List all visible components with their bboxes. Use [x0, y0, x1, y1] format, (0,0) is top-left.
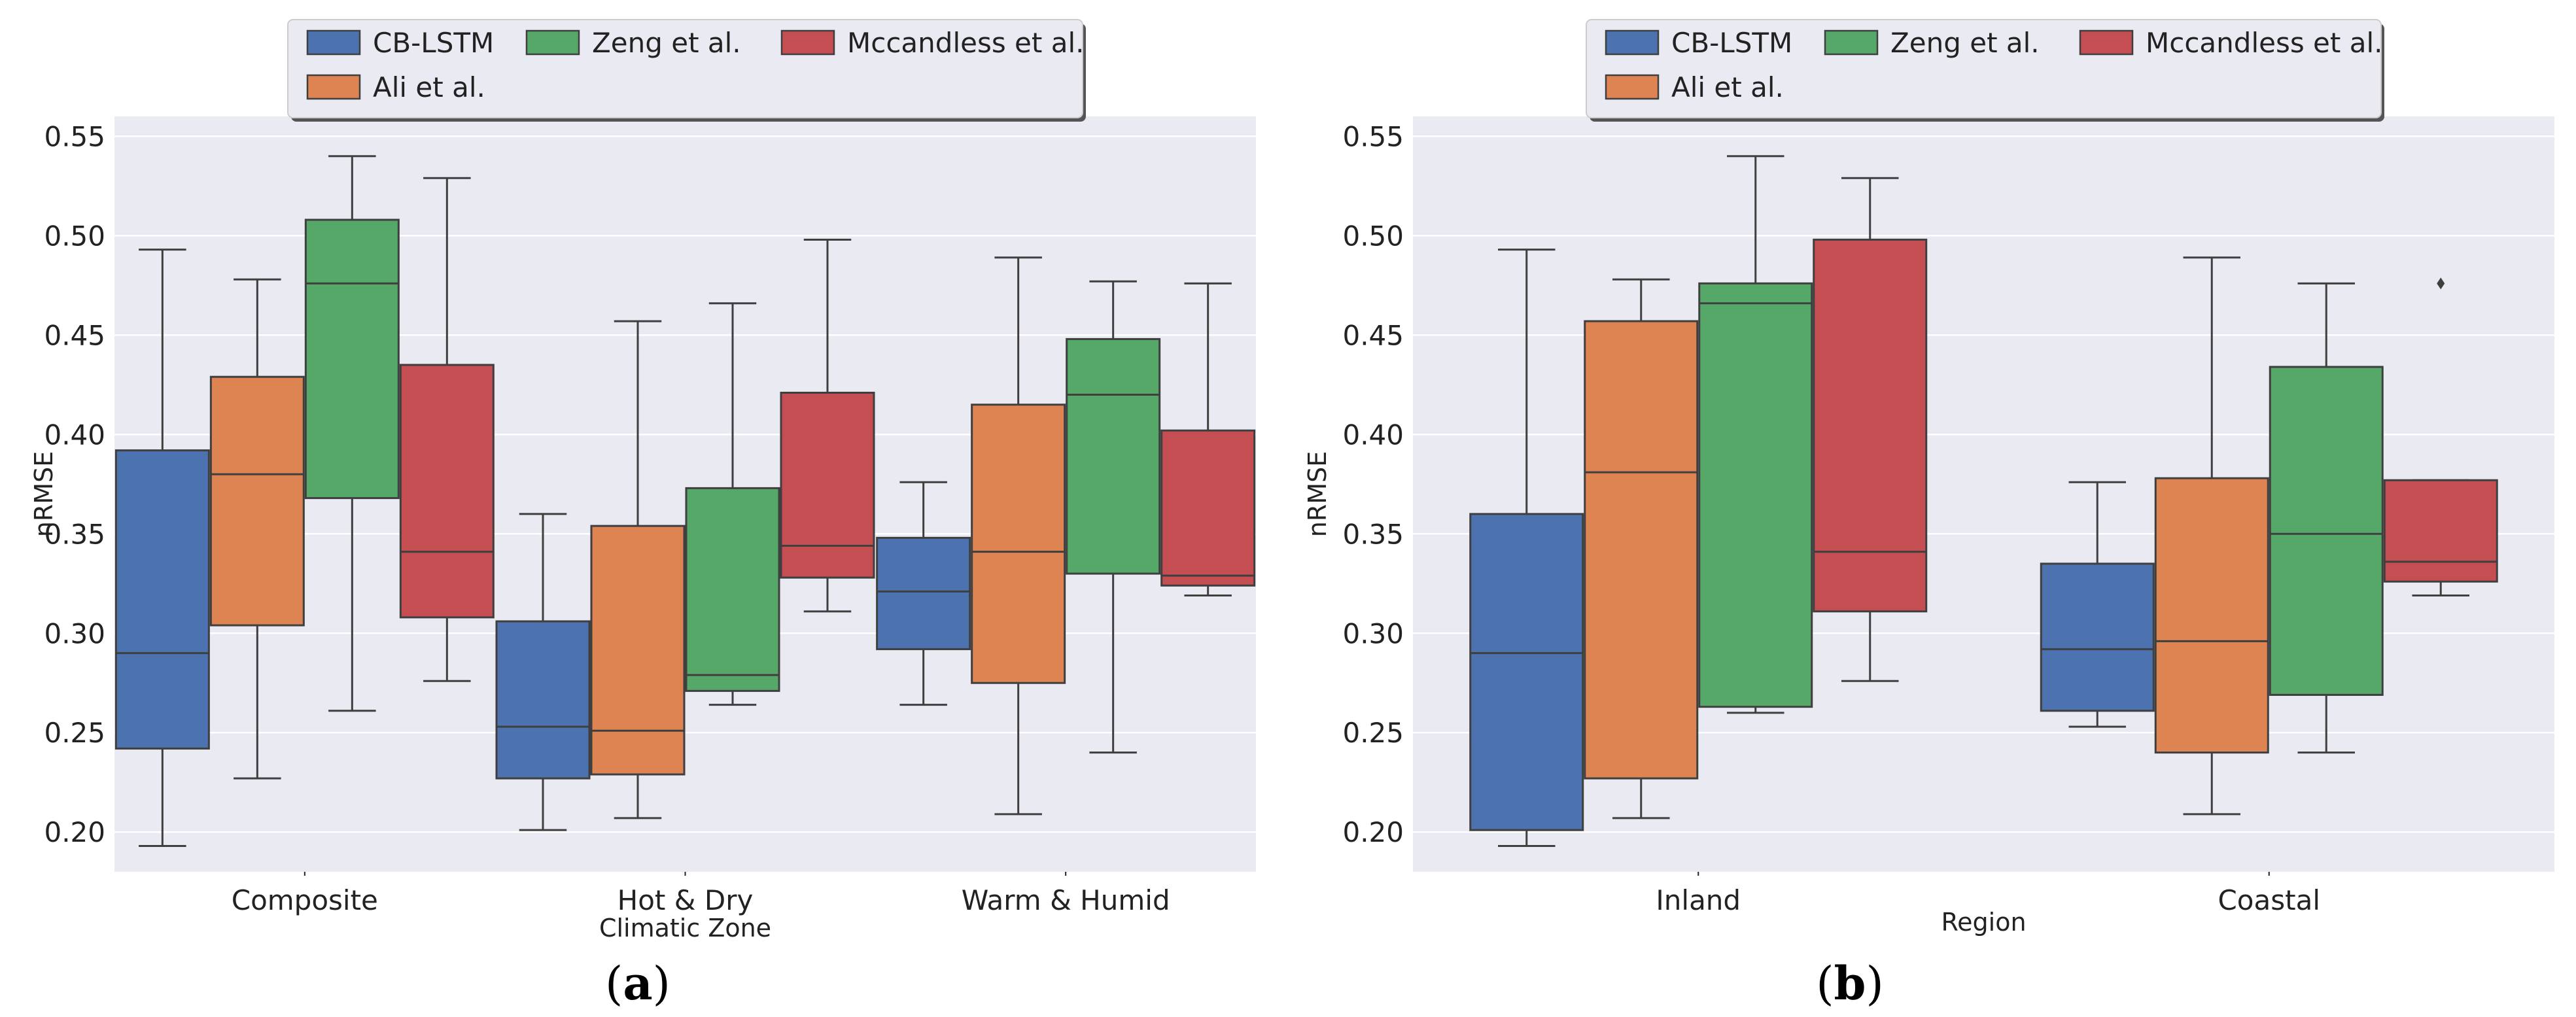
box-body: [2154, 477, 2269, 754]
box-body: [685, 487, 780, 692]
box-ali-et-al-coastal: [2154, 256, 2269, 816]
box-zeng-et-al-inland: [1698, 155, 1813, 714]
panel-a: 0.20 0.25 0.30 0.35 0.40 0.45 0.50 0.55 nRMSE Com…: [29, 19, 1256, 1010]
box-cb-lstm-hot-dry: [495, 513, 591, 831]
panel-label-letter: b: [1834, 956, 1866, 1010]
y-axis-label: nRMSE: [29, 451, 58, 537]
x-tick-label: Composite: [232, 884, 378, 916]
box-zeng-et-al-coastal: [2269, 282, 2384, 754]
box-body: [590, 525, 686, 776]
box-body: [1813, 238, 1928, 613]
y-axis-label: nRMSE: [1303, 451, 1332, 537]
panel-label-close: ): [1866, 957, 1883, 1010]
x-tick-label: Hot & Dry: [618, 884, 754, 916]
x-tick-label: Coastal: [2218, 884, 2320, 916]
y-tick-label: 0.20: [44, 816, 105, 848]
legend-label-mccandless-et-al: Mccandless et al.: [2146, 27, 2382, 59]
y-tick-label: 0.35: [1342, 518, 1404, 550]
box-zeng-et-al-composite: [304, 155, 400, 712]
legend-swatch-ali-et-al: [306, 74, 361, 100]
box-mccandless-et-al-coastal: [2383, 277, 2498, 597]
box-ali-et-al-warm-humid: [971, 256, 1066, 816]
legend-label-zeng-et-al: Zeng et al.: [1890, 27, 2040, 59]
y-tick-label: 0.35: [44, 518, 105, 550]
y-tick-label: 0.55: [1342, 120, 1404, 152]
legend-swatch-zeng-et-al: [525, 29, 580, 56]
y-tick-label: 0.40: [44, 419, 105, 451]
y-tick-label: 0.50: [1342, 220, 1404, 252]
legend-label-cb-lstm: CB-LSTM: [1671, 27, 1792, 59]
box-body: [1584, 320, 1699, 780]
box-zeng-et-al-hot-dry: [685, 302, 780, 706]
legend-label-zeng-et-al: Zeng et al.: [592, 27, 741, 59]
legend-swatch-cb-lstm: [306, 29, 361, 56]
panel-label-open: (: [1816, 957, 1834, 1010]
box-mccandless-et-al-warm-humid: [1160, 282, 1256, 597]
box-ali-et-al-hot-dry: [590, 320, 686, 819]
box-mccandless-et-al-composite: [399, 177, 495, 682]
box-body: [2040, 562, 2155, 712]
y-tick-label: 0.50: [44, 220, 105, 252]
y-tick-label: 0.45: [44, 319, 105, 351]
box-body: [780, 391, 875, 579]
x-tick-label: Warm & Humid: [962, 884, 1170, 916]
legend-swatch-mccandless-et-al: [780, 29, 835, 56]
box-body: [2383, 479, 2498, 583]
legend-box: [287, 19, 1083, 118]
legend-label-cb-lstm: CB-LSTM: [373, 27, 494, 59]
box-body: [1469, 513, 1584, 831]
box-body: [2269, 366, 2384, 696]
y-tick-label: 0.25: [1342, 717, 1404, 749]
legend-label-ali-et-al: Ali et al.: [1671, 71, 1784, 103]
x-axis-label: Climatic Zone: [599, 914, 771, 942]
y-tick-label: 0.55: [44, 120, 105, 152]
y-tick-label: 0.30: [1342, 617, 1404, 649]
y-tick-label: 0.20: [1342, 816, 1404, 848]
legend-label-ali-et-al: Ali et al.: [373, 71, 485, 103]
box-body: [304, 218, 400, 500]
box-mccandless-et-al-hot-dry: [780, 238, 875, 613]
box-body: [114, 449, 210, 750]
y-tick-label: 0.30: [44, 617, 105, 649]
box-cb-lstm-inland: [1469, 249, 1584, 847]
legend-swatch-mccandless-et-al: [2079, 29, 2134, 56]
box-cb-lstm-composite: [114, 249, 210, 847]
box-mccandless-et-al-inland: [1813, 177, 1928, 682]
panel-label: (a): [605, 956, 670, 1010]
box-body: [971, 404, 1066, 684]
legend: CB-LSTM Zeng et al. Mccandless et al. Ali e…: [287, 19, 1086, 122]
panel-label-letter: a: [623, 956, 652, 1010]
box-body: [399, 364, 495, 619]
x-axis-label: Region: [1941, 908, 2026, 937]
legend-swatch-zeng-et-al: [1824, 29, 1879, 56]
box-body: [1066, 337, 1161, 575]
panel-label-open: (: [605, 957, 623, 1010]
box-body: [495, 620, 591, 780]
x-tick-label: Inland: [1656, 884, 1741, 916]
box-cb-lstm-coastal: [2040, 481, 2155, 728]
box-cb-lstm-warm-humid: [876, 481, 971, 706]
box-ali-et-al-composite: [209, 278, 305, 780]
box-body: [1698, 282, 1813, 708]
legend-swatch-cb-lstm: [1605, 29, 1660, 56]
box-body: [1160, 429, 1256, 587]
outlier-point: [2437, 277, 2445, 290]
legend: CB-LSTM Zeng et al. Mccandless et al. Ali e…: [1586, 19, 2384, 122]
legend-label-mccandless-et-al: Mccandless et al.: [847, 27, 1084, 59]
y-tick-label: 0.25: [44, 717, 105, 749]
legend-swatch-ali-et-al: [1605, 74, 1660, 100]
panel-b: 0.20 0.25 0.30 0.35 0.40 0.45 0.50 0.55 nRMSE Inl…: [1303, 19, 2554, 1010]
y-tick-label: 0.40: [1342, 419, 1404, 451]
legend-box: [1586, 19, 2382, 118]
box-zeng-et-al-warm-humid: [1066, 280, 1161, 754]
box-body: [209, 375, 305, 627]
box-body: [876, 536, 971, 651]
panel-label: (b): [1816, 956, 1884, 1010]
y-tick-label: 0.45: [1342, 319, 1404, 351]
box-ali-et-al-inland: [1584, 278, 1699, 819]
panel-label-close: ): [653, 957, 670, 1010]
